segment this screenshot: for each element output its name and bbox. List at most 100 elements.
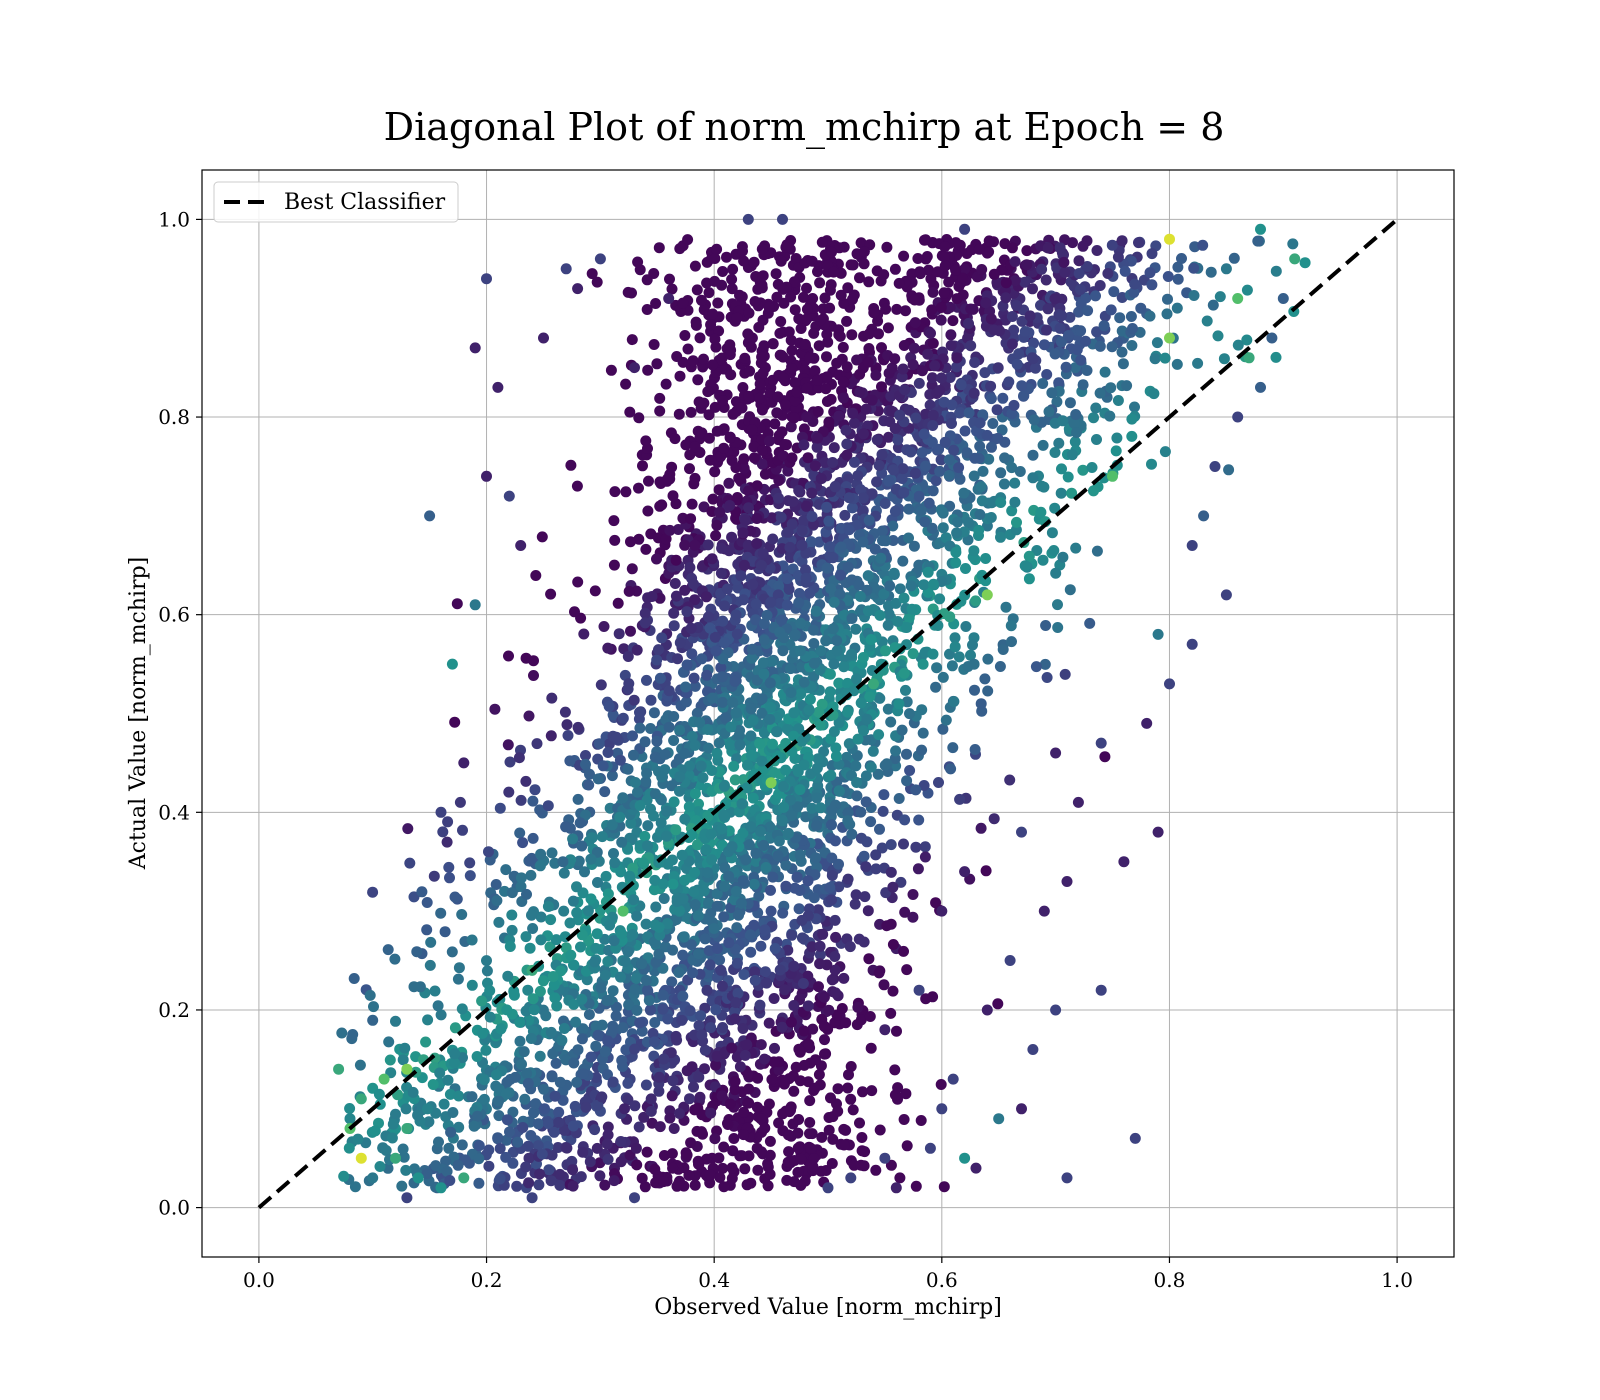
cloud-point	[887, 464, 899, 476]
cloud-point	[1098, 320, 1110, 332]
cloud-point	[534, 860, 546, 872]
cloud-point	[1188, 262, 1200, 274]
cloud-point	[408, 891, 420, 903]
cloud-point	[529, 784, 541, 796]
cloud-point	[1106, 239, 1118, 251]
cloud-point	[684, 562, 696, 573]
cloud-point	[930, 475, 942, 487]
cloud-point	[829, 914, 841, 926]
cloud-point	[851, 790, 863, 802]
cloud-point	[609, 857, 621, 869]
cloud-point	[919, 851, 931, 863]
cloud-point	[910, 1180, 922, 1192]
cloud-point	[896, 473, 908, 484]
cloud-point	[1108, 286, 1120, 298]
cloud-point	[790, 253, 802, 264]
cloud-point	[980, 865, 992, 877]
cloud-point	[730, 609, 742, 621]
cloud-point	[825, 1092, 836, 1104]
cloud-point	[1066, 449, 1078, 461]
cloud-point	[756, 458, 768, 470]
cloud-point	[829, 951, 841, 962]
cloud-point	[653, 242, 665, 254]
cloud-point	[601, 1138, 613, 1150]
cloud-point	[860, 770, 872, 782]
cloud-point	[549, 1090, 561, 1102]
cloud-point	[691, 707, 703, 719]
cloud-point	[776, 426, 788, 438]
cloud-point	[903, 404, 915, 416]
cloud-point	[926, 304, 938, 316]
cloud-point	[1111, 432, 1123, 444]
cloud-point	[645, 723, 656, 734]
cloud-point	[847, 293, 858, 305]
cloud-point	[444, 872, 455, 884]
cloud-point	[664, 1112, 676, 1124]
cloud-point	[639, 1181, 651, 1193]
cloud-point	[742, 328, 754, 340]
cloud-point	[1005, 620, 1017, 632]
cloud-point	[894, 583, 906, 595]
cloud-point	[523, 710, 535, 722]
cloud-point	[813, 981, 824, 993]
cloud-point	[1035, 506, 1047, 518]
cloud-point	[592, 877, 603, 888]
cloud-point	[698, 353, 709, 365]
cloud-point	[1149, 353, 1161, 365]
cloud-point	[657, 1003, 669, 1015]
cloud-point	[953, 462, 965, 474]
cloud-point	[898, 1114, 910, 1125]
cloud-point	[669, 433, 681, 445]
cloud-point	[726, 1042, 738, 1054]
cloud-point	[568, 1057, 580, 1069]
cloud-point	[935, 302, 947, 313]
cloud-point	[442, 1074, 454, 1086]
cloud-point	[843, 1069, 854, 1081]
cloud-point	[1046, 527, 1058, 539]
cloud-point	[681, 606, 693, 618]
cloud-point	[743, 1083, 755, 1095]
cloud-point	[589, 1124, 601, 1136]
cloud-point	[624, 406, 636, 418]
cloud-point	[789, 882, 801, 894]
cloud-point	[1126, 430, 1138, 442]
cloud-point	[759, 966, 771, 978]
cloud-point	[679, 539, 691, 551]
cloud-point	[756, 755, 768, 767]
cloud-point	[1084, 617, 1096, 629]
cloud-point	[916, 365, 928, 377]
cloud-point	[913, 559, 925, 571]
cloud-point	[770, 268, 782, 280]
cloud-point	[764, 1149, 776, 1161]
cloud-point	[898, 250, 910, 262]
cloud-point	[534, 1168, 546, 1180]
cloud-point	[653, 1085, 665, 1097]
cloud-point	[736, 798, 748, 810]
cloud-point	[758, 727, 770, 739]
cloud-point	[738, 453, 750, 465]
cloud-point	[724, 432, 736, 444]
cloud-point	[771, 407, 783, 419]
cloud-point	[930, 681, 942, 693]
cloud-point	[1077, 240, 1089, 252]
cloud-point	[883, 608, 895, 620]
cloud-point	[738, 462, 750, 474]
cloud-point	[1162, 293, 1173, 305]
cloud-point	[764, 562, 776, 574]
cloud-point	[473, 1153, 485, 1165]
cloud-point	[718, 780, 730, 792]
cloud-point	[745, 730, 757, 742]
cloud-point	[634, 800, 646, 811]
cloud-point	[649, 788, 661, 800]
cloud-point	[567, 833, 579, 845]
cloud-point	[1077, 464, 1089, 476]
cloud-point	[634, 1017, 646, 1029]
cloud-point	[721, 251, 732, 263]
cloud-point	[550, 934, 562, 946]
cloud-point	[1270, 265, 1282, 277]
cloud-point	[824, 882, 836, 894]
cloud-point	[494, 802, 506, 814]
cloud-point	[909, 294, 921, 306]
cloud-point	[629, 1100, 641, 1112]
cloud-point	[535, 848, 547, 860]
